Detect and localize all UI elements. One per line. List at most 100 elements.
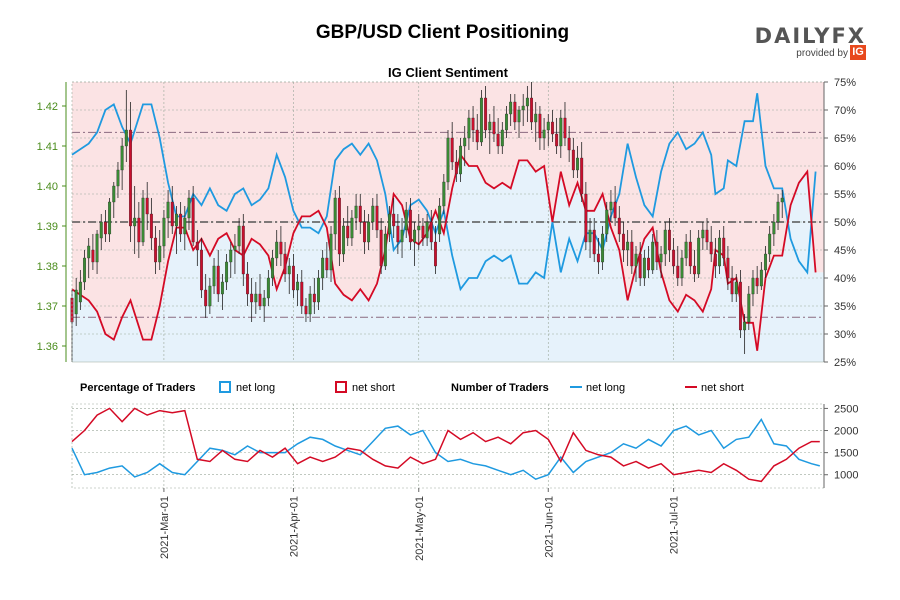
candle-body <box>87 245 91 259</box>
candle-body <box>78 281 82 303</box>
candle-body <box>116 169 120 187</box>
panel-subtitle: IG Client Sentiment <box>388 65 509 80</box>
candle-body <box>555 133 559 147</box>
price-tick-label: 1.39 <box>37 221 58 233</box>
candle-body <box>137 217 141 243</box>
candle-body <box>734 281 738 295</box>
candle-body <box>680 257 684 279</box>
logo-brand-text: DAILYFX <box>754 24 866 48</box>
candle-body <box>546 121 550 131</box>
candle-body <box>559 117 563 147</box>
candle-body <box>450 137 454 163</box>
candle-body <box>571 149 575 171</box>
candle-body <box>162 217 166 247</box>
candle-body <box>208 285 212 307</box>
net-long-area <box>72 154 824 362</box>
price-tick-label: 1.38 <box>37 261 58 273</box>
candle-body <box>542 129 546 139</box>
candle-body <box>183 217 187 235</box>
pct-tick-label: 45% <box>834 245 856 257</box>
candle-body <box>220 281 224 295</box>
candle-body <box>271 257 274 279</box>
candle-body <box>496 133 500 147</box>
candle-body <box>651 241 655 271</box>
candle-body <box>258 293 262 307</box>
candle-body <box>463 137 467 147</box>
candle-body <box>325 257 329 271</box>
candle-body <box>647 257 650 271</box>
candle-body <box>212 265 216 287</box>
candle-body <box>166 201 170 219</box>
traders-net-short-line <box>71 407 820 483</box>
candle-body <box>333 197 337 235</box>
candle-body <box>534 113 538 123</box>
candle-body <box>362 221 366 243</box>
sentiment-panel: IG Client Sentiment 25% 30% 35% 40% 45% 50% 55%… <box>37 65 857 369</box>
candle-body <box>112 185 116 203</box>
candle-body <box>630 241 634 267</box>
candle-body <box>400 229 404 243</box>
pct-tick-label: 30% <box>834 329 856 341</box>
candle-body <box>237 225 241 247</box>
candle-body <box>124 129 128 147</box>
candle-body <box>576 157 579 171</box>
candle-body <box>425 221 429 239</box>
candle-body <box>133 217 137 227</box>
legend-num-long-label: net long <box>586 382 625 394</box>
candle-body <box>688 241 692 267</box>
candle-body <box>638 253 642 279</box>
pct-tick-label: 60% <box>834 161 856 173</box>
candle-body <box>701 229 705 239</box>
candle-body <box>659 253 663 263</box>
candle-body <box>404 209 408 231</box>
candle-body <box>358 205 362 223</box>
legend-num-title: Number of Traders <box>451 382 549 394</box>
candle-body <box>780 197 784 203</box>
candle-body <box>195 241 199 251</box>
candle-body <box>225 261 229 283</box>
candle-body <box>513 101 517 123</box>
date-tick-label: 2021-Jun-01 <box>543 496 555 558</box>
candle-body <box>759 269 763 287</box>
candle-body <box>693 265 696 275</box>
candle-body <box>216 265 220 295</box>
candle-body <box>233 245 237 251</box>
candle-body <box>500 129 504 147</box>
pct-tick-label: 65% <box>834 133 856 145</box>
candle-body <box>154 237 158 263</box>
candle-body <box>99 221 103 239</box>
sub-tick-label: 1500 <box>834 448 858 460</box>
candle-body <box>396 225 400 243</box>
candle-body <box>383 233 387 267</box>
price-tick-label: 1.36 <box>37 341 58 353</box>
candle-body <box>642 257 646 279</box>
candle-body <box>204 289 208 307</box>
price-tick-label: 1.40 <box>37 181 58 193</box>
candle-body <box>676 265 680 279</box>
candle-body <box>584 193 588 243</box>
candle-body <box>738 281 742 331</box>
candle-body <box>626 241 630 251</box>
candle-body <box>379 229 383 267</box>
candle-body <box>429 221 433 243</box>
candle-body <box>179 213 183 235</box>
net-long-pct-line <box>71 93 817 292</box>
candle-body <box>505 113 508 131</box>
candle-body <box>726 257 730 279</box>
candle-body <box>83 257 86 283</box>
candle-body <box>442 181 446 207</box>
candle-body <box>517 109 521 123</box>
candle-body <box>321 257 325 279</box>
candle-body <box>596 253 600 263</box>
pct-tick-label: 25% <box>834 357 856 369</box>
candle-body <box>246 273 249 295</box>
candle-body <box>91 249 95 263</box>
candle-body <box>751 277 755 295</box>
candle-body <box>129 129 132 227</box>
traders-net-long-line <box>71 418 820 481</box>
net-short-area <box>72 82 824 351</box>
candle-body <box>730 277 734 295</box>
candle-body <box>421 225 425 239</box>
candle-body <box>492 121 496 135</box>
candle-body <box>634 253 638 267</box>
